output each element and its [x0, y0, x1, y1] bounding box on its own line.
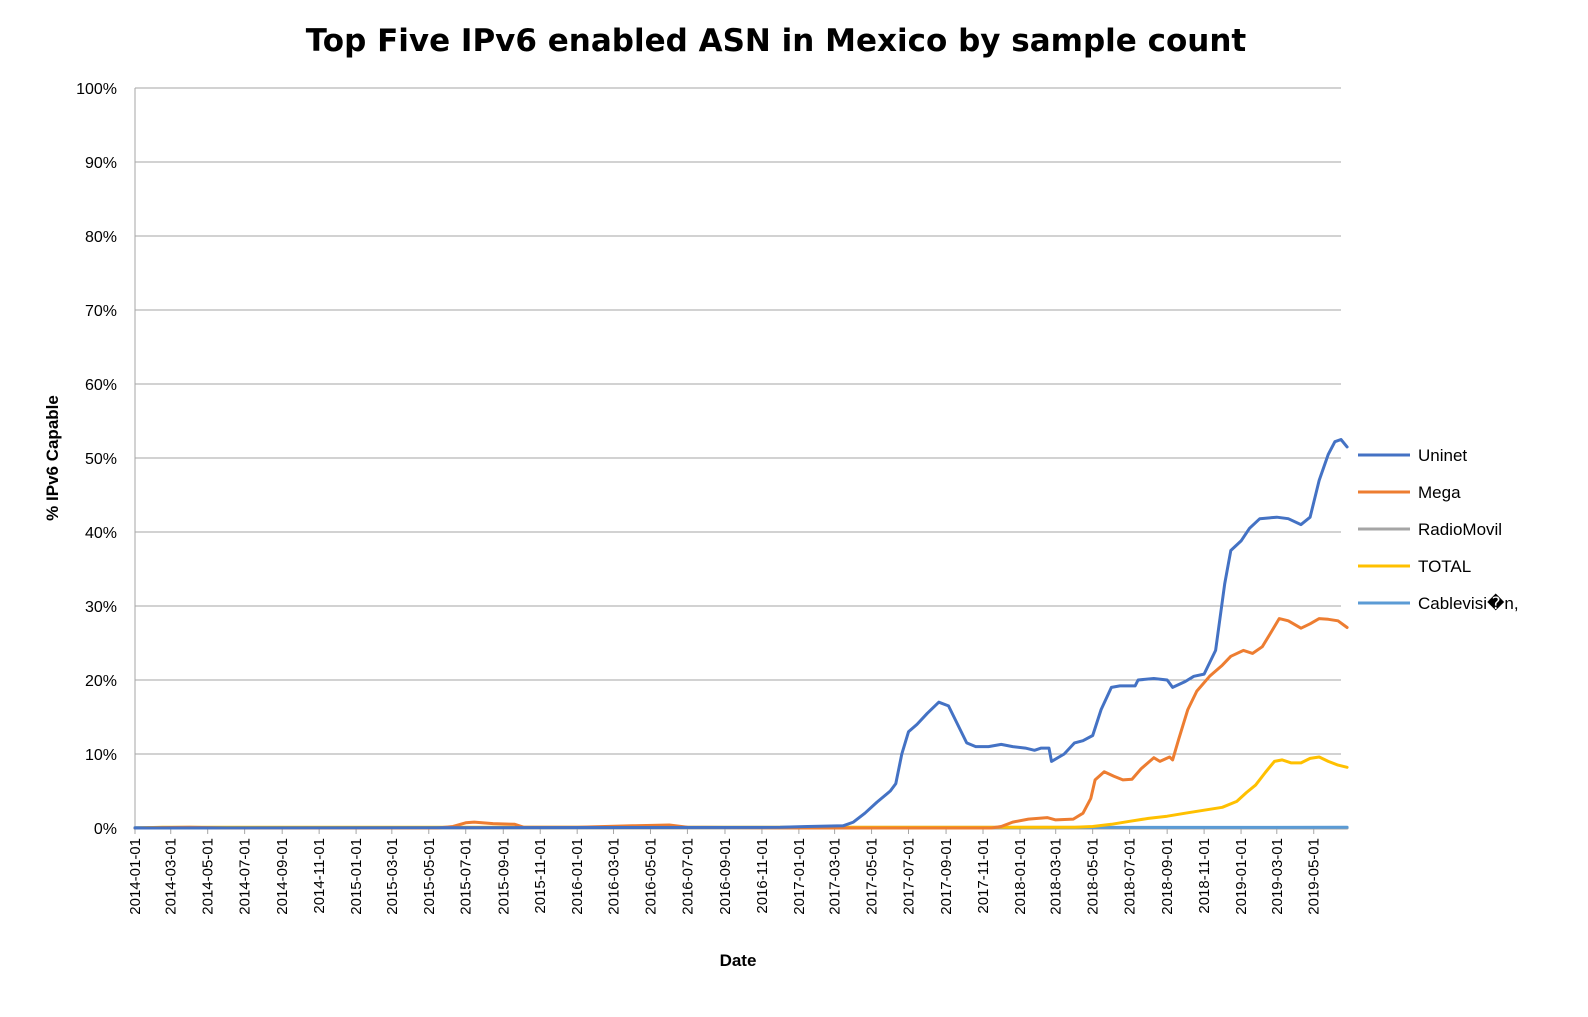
x-tick-label: 2017-03-01 — [827, 838, 844, 915]
series-line-3 — [133, 755, 1349, 830]
x-tick-label: 2019-03-01 — [1269, 838, 1286, 915]
x-tick-label: 2014-09-01 — [274, 838, 291, 915]
x-tick-label: 2015-01-01 — [348, 838, 365, 915]
x-tick-label: 2018-11-01 — [1196, 838, 1213, 914]
y-tick-label: 80% — [85, 229, 117, 246]
y-tick-label: 60% — [85, 377, 117, 394]
x-tick-label: 2014-03-01 — [163, 838, 180, 915]
x-tick-label: 2014-01-01 — [127, 838, 144, 915]
x-tick-label: 2015-11-01 — [532, 838, 549, 914]
x-tick-label: 2016-07-01 — [679, 838, 696, 915]
x-tick-label: 2016-09-01 — [717, 838, 734, 915]
y-axis-label: % IPv6 Capable — [43, 395, 62, 521]
legend-label: TOTAL — [1418, 557, 1471, 576]
x-tick-label: 2015-09-01 — [495, 838, 512, 915]
x-tick-label: 2018-09-01 — [1159, 838, 1176, 915]
y-axis-ticks: 0% 10% 20% 30% 40% 50% 60% 70% 80% 90% 100% — [76, 81, 117, 838]
x-tick-label: 2018-01-01 — [1012, 838, 1029, 915]
series-line-0 — [133, 438, 1349, 830]
x-tick-label: 2018-07-01 — [1122, 838, 1139, 915]
x-tick-label: 2018-05-01 — [1085, 838, 1102, 915]
x-tick-label: 2017-11-01 — [975, 838, 992, 914]
y-tick-label: 20% — [85, 673, 117, 690]
y-tick-label: 50% — [85, 451, 117, 468]
series-lines — [133, 438, 1349, 830]
x-tick-label: 2014-05-01 — [200, 838, 217, 915]
x-tick-label: 2015-07-01 — [458, 838, 475, 915]
x-tick-label: 2019-01-01 — [1233, 838, 1250, 915]
x-tick-label: 2017-01-01 — [791, 838, 808, 915]
x-tick-label: 2014-11-01 — [311, 838, 328, 914]
x-axis-ticks: 2014-01-01 2014-03-01 2014-05-01 2014-07-01… — [127, 828, 1323, 915]
y-tick-label: 30% — [85, 599, 117, 616]
x-axis-label: Date — [720, 951, 757, 970]
y-tick-label: 90% — [85, 155, 117, 172]
legend: Uninet Mega RadioMovil TOTAL Cablevisi�n, — [1358, 446, 1519, 613]
y-tick-label: 70% — [85, 303, 117, 320]
gridlines — [134, 87, 1341, 829]
x-tick-label: 2015-03-01 — [384, 838, 401, 915]
x-tick-label: 2014-07-01 — [237, 838, 254, 915]
x-tick-label: 2015-05-01 — [421, 838, 438, 915]
x-tick-label: 2018-03-01 — [1048, 838, 1065, 915]
series-line-1 — [133, 617, 1349, 830]
x-tick-label: 2017-07-01 — [901, 838, 918, 915]
x-tick-label: 2017-09-01 — [938, 838, 955, 915]
x-tick-label: 2016-11-01 — [754, 838, 771, 914]
x-tick-label: 2019-05-01 — [1306, 838, 1323, 915]
chart-title: Top Five IPv6 enabled ASN in Mexico by s… — [306, 23, 1247, 59]
y-tick-label: 100% — [76, 81, 117, 98]
x-tick-label: 2016-03-01 — [606, 838, 623, 915]
legend-label: Mega — [1418, 483, 1461, 502]
x-tick-label: 2017-05-01 — [864, 838, 881, 915]
x-tick-label: 2016-05-01 — [642, 838, 659, 915]
x-tick-label: 2016-01-01 — [569, 838, 586, 915]
y-tick-label: 0% — [94, 821, 117, 838]
legend-label: Uninet — [1418, 446, 1467, 465]
y-tick-label: 40% — [85, 525, 117, 542]
y-tick-label: 10% — [85, 747, 117, 764]
legend-label: Cablevisi�n, — [1418, 593, 1519, 613]
legend-label: RadioMovil — [1418, 520, 1502, 539]
